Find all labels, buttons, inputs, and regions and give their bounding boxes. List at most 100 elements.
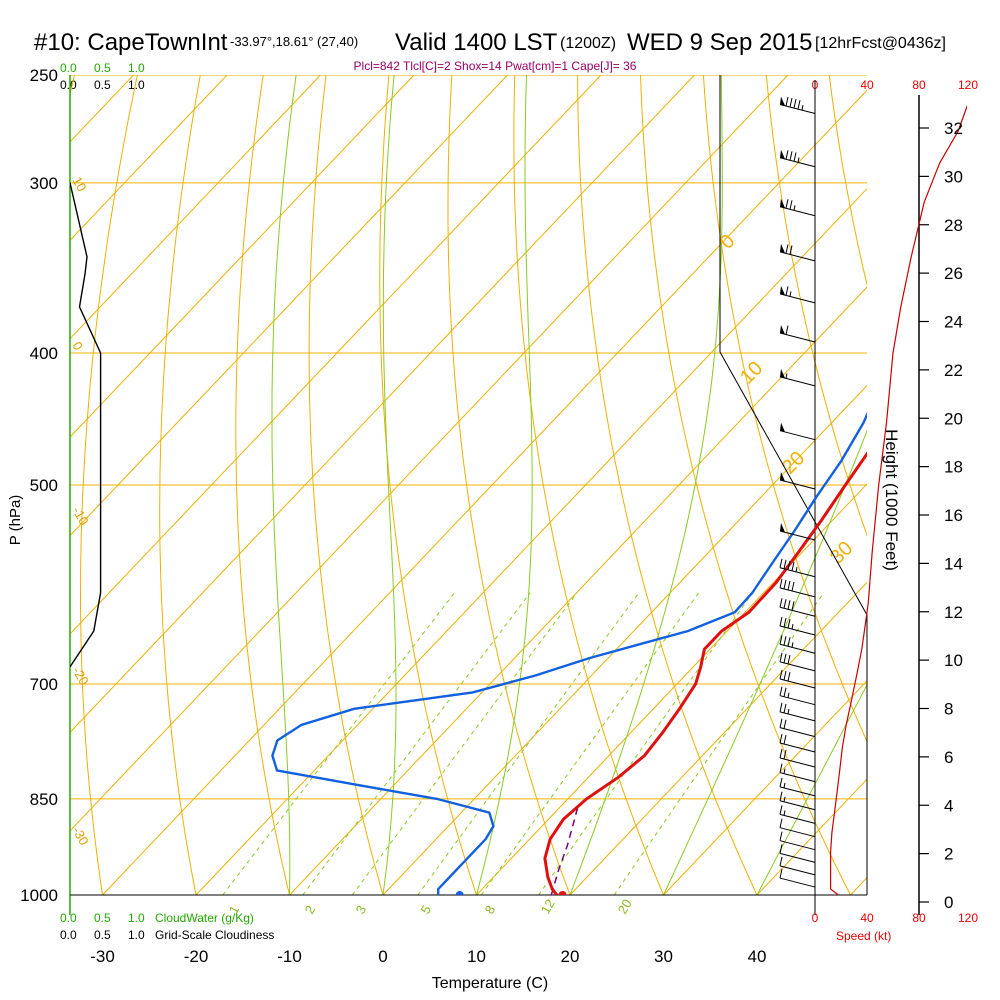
mixing-ratio-line	[222, 592, 455, 895]
height-tick-label: 16	[944, 506, 963, 525]
height-tick-label: 14	[944, 554, 963, 573]
mixing-ratio-label: 8	[482, 903, 499, 917]
isotherm-line	[70, 75, 602, 635]
isotherm-label: 10	[69, 174, 89, 194]
height-tick-label: 0	[944, 893, 953, 912]
wind-barb-half-flag	[791, 642, 794, 648]
dry-adiabat-line	[955, 75, 1000, 895]
wind-barb-flag	[779, 733, 783, 744]
wind-barb-staff	[779, 865, 816, 876]
moist-adiabat-line	[569, 75, 723, 895]
isotherm-line	[70, 75, 415, 438]
wind-barb-flag	[785, 286, 789, 296]
wind-barb-flag	[779, 702, 783, 713]
speed-tick: 120	[958, 911, 978, 925]
wind-barb	[779, 831, 816, 851]
height-tick-label: 6	[944, 748, 953, 767]
x-tick-label: 40	[748, 947, 767, 966]
wind-barb-pennant	[780, 422, 785, 432]
mixing-ratio-label: 12	[538, 896, 558, 916]
moist-adiabat-line	[476, 75, 533, 895]
wind-barb-staff	[779, 530, 816, 541]
wind-speed-profile	[829, 104, 967, 896]
wind-barb-flag	[783, 719, 787, 729]
forecast-info: [12hrFcst@0436z]	[815, 35, 946, 52]
height-tick-label: 22	[944, 361, 963, 380]
wind-barb-flag	[787, 671, 791, 682]
height-tick-label: 2	[944, 845, 953, 864]
wind-barb-half-flag	[793, 205, 796, 211]
surface-temperature-marker	[558, 891, 567, 895]
wind-barb-staff	[779, 813, 816, 824]
wind-barb-flag	[787, 654, 791, 665]
moist-adiabat-label: 0	[716, 230, 739, 253]
wind-barb-flag	[789, 97, 793, 108]
wind-barb-half-flag	[787, 692, 790, 698]
speed-tick: 40	[860, 911, 874, 925]
wind-barb-flag	[785, 150, 789, 160]
wind-barb-flag	[791, 561, 795, 572]
surface-dewpoint-marker	[455, 891, 464, 895]
dry-adiabat-line	[702, 75, 867, 743]
wind-barb-pennant	[780, 368, 785, 379]
bottom-cloudiness-scale: 0.0 0.5 1.0 Grid-Scale Cloudiness	[60, 928, 274, 942]
wind-barb-staff	[779, 332, 816, 343]
wind-speed-line	[829, 104, 967, 896]
dry-adiabat-line	[80, 75, 138, 895]
wind-barb	[779, 616, 816, 636]
wind-barb-staff	[779, 103, 816, 114]
mixing-ratio-line	[480, 592, 700, 895]
wind-barb-flag	[783, 703, 787, 714]
wind-barb-flag	[779, 791, 783, 801]
wind-barb	[779, 652, 816, 672]
height-tick-label: 8	[944, 700, 953, 719]
isotherm-line	[102, 89, 867, 895]
wind-barb-staff	[779, 827, 816, 838]
mixing-ratio-line	[302, 592, 531, 895]
wind-barb	[779, 777, 816, 797]
wind-barb-flag	[793, 98, 797, 109]
bottom-cloudwater-scale: 0.0 0.5 1.0 CloudWater (g/Kg)	[60, 911, 254, 925]
x-tick-label: -20	[184, 947, 209, 966]
wind-barb	[779, 702, 816, 722]
wind-barb-half-flag	[783, 782, 786, 789]
wind-barb	[779, 243, 816, 262]
wind-barb	[779, 733, 816, 753]
isotherm-line	[476, 483, 867, 895]
wind-barb-flag	[789, 200, 793, 210]
wind-barb-staff	[779, 695, 816, 706]
wind-barb	[779, 748, 816, 768]
mixing-ratio-line	[351, 592, 578, 895]
speed-tick: 0	[812, 911, 819, 925]
mixing-ratio-line	[417, 592, 640, 895]
wind-barb-flag	[779, 718, 783, 728]
wind-barb-staff	[779, 376, 816, 387]
cloudiness-tick: 0.5	[94, 78, 111, 92]
wind-barb-flag	[779, 831, 783, 841]
wind-barb-flag	[785, 325, 789, 335]
height-tick-label: 30	[944, 167, 963, 186]
pressure-tick-label: 300	[30, 174, 58, 193]
wind-barb-pennant	[780, 149, 785, 160]
mixing-ratio-line	[613, 592, 825, 895]
height-tick-label: 28	[944, 216, 963, 235]
moist-adiabat-line	[663, 429, 867, 895]
wind-barb-half-flag	[787, 708, 790, 715]
x-axis-title: Temperature (C)	[432, 975, 548, 992]
wind-barb	[779, 686, 816, 706]
y-axis-title: P (hPa)	[7, 495, 24, 546]
moist-adiabat-line	[271, 75, 297, 895]
height-tick-label: 20	[944, 409, 963, 428]
wind-barb-staff	[779, 678, 816, 689]
wind-barb-flag	[779, 616, 783, 627]
x-tick-label: 30	[654, 947, 673, 966]
top-speed-scale: 0 40 80 120	[812, 78, 979, 92]
pressure-tick-label: 700	[30, 675, 58, 694]
pressure-tick-label: 250	[30, 66, 58, 85]
wind-barb-staff	[779, 157, 816, 168]
sounding-profiles	[70, 182, 867, 895]
cloudwater-tick: 1.0	[128, 911, 145, 925]
wind-barb-pennant	[780, 472, 785, 482]
wind-barb-flag	[787, 580, 791, 591]
